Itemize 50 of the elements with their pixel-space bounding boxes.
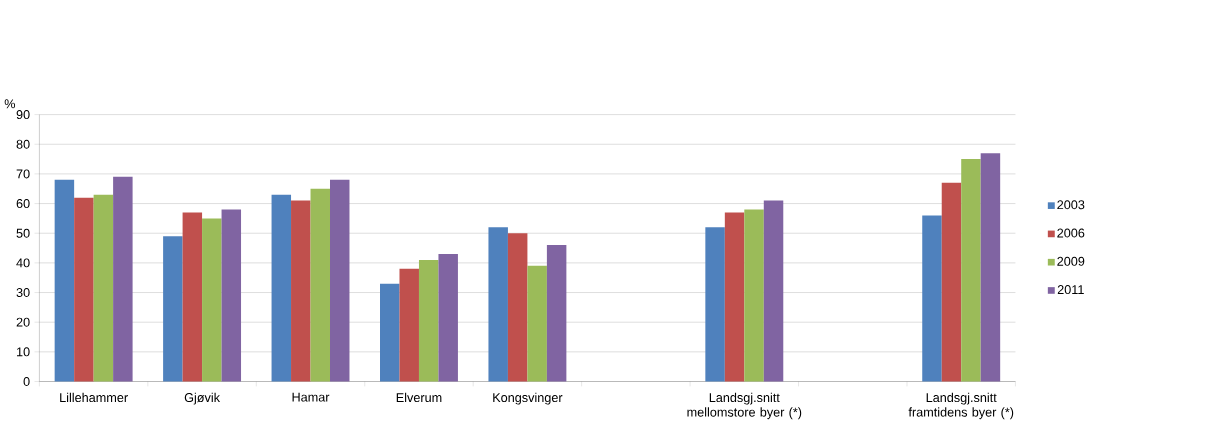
bar: [922, 215, 942, 382]
bar: [380, 283, 400, 382]
bar: [221, 209, 242, 382]
bar: [705, 227, 725, 382]
x-tick-label: Landsgj.snitt mellomstore byer (*): [687, 392, 802, 419]
bar: [330, 179, 350, 382]
bar: [724, 212, 745, 382]
bar: [763, 200, 784, 382]
y-tick-label: 30: [16, 287, 30, 297]
x-tick-label: Lillehammer: [60, 392, 128, 402]
x-tick-label: Kongsvinger: [493, 392, 563, 405]
y-tick-label: 70: [16, 169, 30, 179]
y-tick-label: 80: [16, 139, 30, 149]
legend-label: 2006: [1057, 228, 1085, 238]
bar: [182, 212, 203, 382]
y-tick-label: 0: [23, 376, 30, 386]
y-tick-label: 90: [16, 109, 30, 119]
x-tick-label: Landsgj.snitt framtidens byer (*): [908, 392, 1014, 419]
y-tick-label: 20: [16, 317, 30, 327]
bar: [54, 179, 75, 382]
bar: [163, 236, 183, 382]
y-tick-label: 40: [16, 258, 30, 268]
bar: [941, 182, 962, 382]
bar: [961, 158, 981, 382]
y-tick-label: 10: [16, 347, 30, 357]
x-tick-label: Gjøvik: [184, 392, 221, 405]
y-axis-title: %: [4, 99, 16, 109]
bar: [93, 194, 114, 382]
y-tick-label: 50: [16, 228, 30, 238]
bar: [744, 209, 764, 382]
bar: [488, 227, 508, 382]
bar: [980, 152, 1001, 382]
bar: [438, 253, 458, 382]
bar: [113, 176, 133, 382]
bar: [418, 259, 439, 382]
bar: [546, 244, 567, 382]
bar: [271, 194, 292, 382]
bar: [291, 200, 311, 382]
bar: [507, 233, 528, 382]
bar: [202, 218, 222, 382]
legend-label: 2011: [1057, 284, 1084, 294]
bar: [310, 188, 330, 382]
bar: [399, 268, 419, 382]
bar: [527, 265, 547, 382]
bar: [74, 197, 94, 382]
y-tick-label: 60: [16, 198, 30, 208]
x-tick-label: Hamar: [292, 392, 330, 402]
x-tick-label: Elverum: [396, 392, 442, 402]
legend-label: 2009: [1057, 256, 1085, 266]
legend-label: 2003: [1057, 200, 1085, 210]
